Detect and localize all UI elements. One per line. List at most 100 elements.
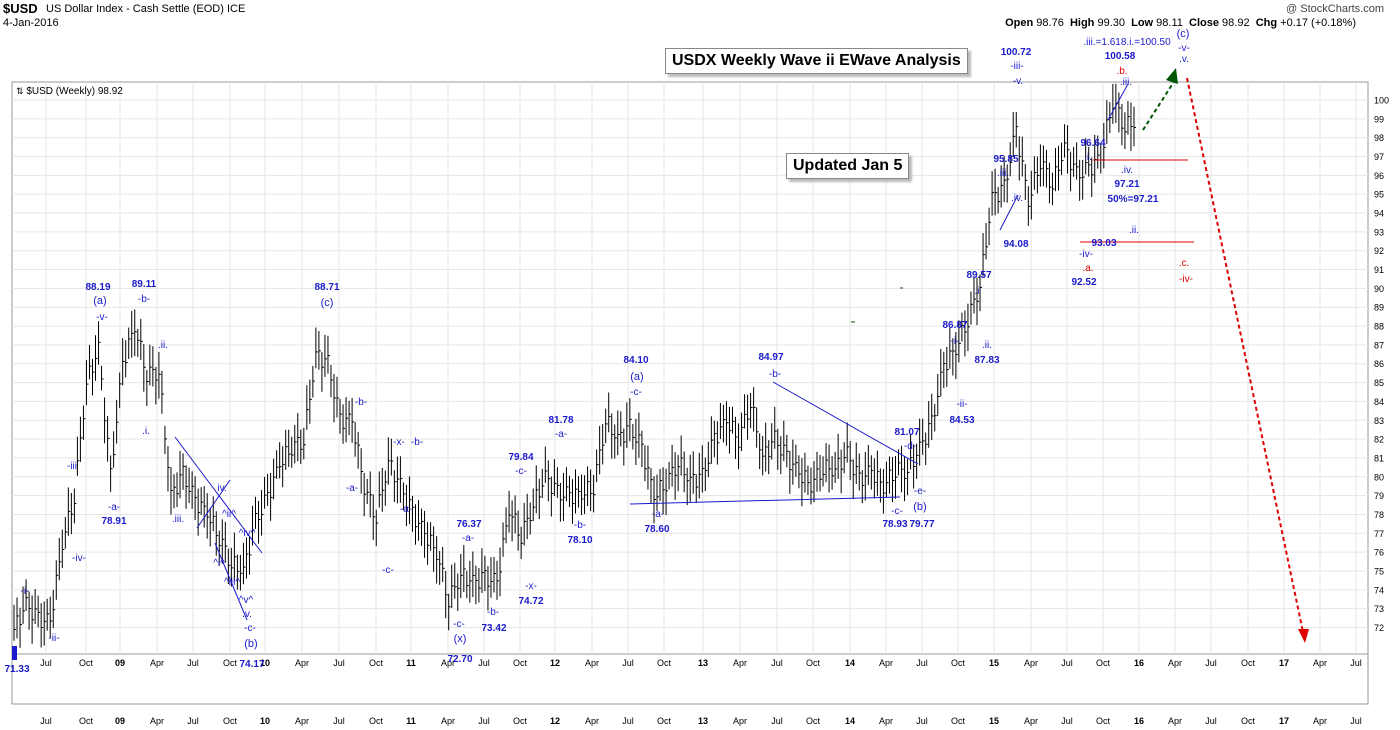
wave-label: 79.84 bbox=[508, 452, 533, 463]
legend: ⇅ $USD (Weekly) 98.92 bbox=[16, 86, 123, 97]
wave-label: 79.77 bbox=[909, 519, 934, 530]
x-tick-label-bottom: 15 bbox=[989, 716, 999, 726]
x-tick-label: Apr bbox=[733, 658, 747, 668]
wave-label: .a. bbox=[1082, 263, 1093, 274]
wave-label: ^iii^ bbox=[224, 577, 240, 588]
x-tick-label: Apr bbox=[1024, 658, 1038, 668]
wave-label: 96.64 bbox=[1080, 138, 1105, 149]
symbol-label: $USD bbox=[3, 1, 38, 16]
ohlc-readout: Open 98.76 High 99.30 Low 98.11 Close 98… bbox=[1005, 17, 1356, 29]
wave-label: 81.78 bbox=[548, 415, 573, 426]
wave-label: 73.42 bbox=[481, 623, 506, 634]
triangle-lower-line bbox=[629, 496, 901, 505]
channel-line bbox=[999, 194, 1019, 231]
wave-label: .ii. bbox=[158, 340, 168, 351]
open-label: Open bbox=[1005, 17, 1034, 29]
wave-label: (c) bbox=[321, 297, 334, 309]
wave-label: 86.87 bbox=[942, 320, 967, 331]
x-tick-label-bottom: Oct bbox=[369, 716, 384, 726]
wave-label: iv. bbox=[217, 483, 226, 494]
wave-label: .iii.=1.618.i.=100.50 bbox=[1083, 37, 1171, 48]
wave-label: .c. bbox=[1179, 258, 1190, 269]
wave-label: (b) bbox=[913, 501, 926, 513]
x-tick-label: Apr bbox=[1168, 658, 1182, 668]
x-tick-label: 17 bbox=[1279, 658, 1289, 668]
wave-label: 87.83 bbox=[974, 355, 999, 366]
x-tick-label-bottom: 09 bbox=[115, 716, 125, 726]
y-tick-label: 98 bbox=[1374, 133, 1384, 143]
legend-text: $USD (Weekly) 98.92 bbox=[26, 86, 123, 97]
x-tick-label-bottom: Jul bbox=[1350, 716, 1362, 726]
x-tick-label-bottom: Oct bbox=[513, 716, 528, 726]
x-tick-label-bottom: Oct bbox=[1241, 716, 1256, 726]
wave-label: 50%=97.21 bbox=[1108, 194, 1159, 205]
watermark: @ StockCharts.com bbox=[1286, 3, 1384, 15]
y-tick-label: 93 bbox=[1374, 227, 1384, 237]
wave-label: -a- bbox=[108, 502, 120, 513]
chg-value: +0.17 (+0.18%) bbox=[1280, 17, 1356, 29]
updated-box: Updated Jan 5 bbox=[786, 153, 910, 179]
y-tick-label: 94 bbox=[1374, 209, 1384, 219]
chart-date: 4-Jan-2016 bbox=[3, 17, 59, 29]
wave-label: 78.91 bbox=[101, 516, 126, 527]
wave-label: 84.10 bbox=[623, 355, 648, 366]
x-tick-label-bottom: Oct bbox=[79, 716, 94, 726]
x-tick-label-bottom: 17 bbox=[1279, 716, 1289, 726]
wave-label: 74.72 bbox=[518, 596, 543, 607]
wave-label: ^v^ bbox=[239, 595, 254, 606]
x-tick-label: Oct bbox=[657, 658, 672, 668]
low-value: 98.11 bbox=[1156, 17, 1183, 29]
x-tick-label-bottom: Jul bbox=[622, 716, 634, 726]
wave-label: 93.03 bbox=[1091, 238, 1116, 249]
y-tick-label: 80 bbox=[1374, 472, 1384, 482]
x-tick-label-bottom: Apr bbox=[733, 716, 747, 726]
wave-label: -iii bbox=[67, 461, 77, 472]
wave-label: 100.58 bbox=[1105, 51, 1136, 62]
x-tick-label: Jul bbox=[622, 658, 634, 668]
y-tick-label: 95 bbox=[1374, 190, 1384, 200]
wave-label: -c- bbox=[453, 619, 465, 630]
x-tick-label-bottom: Jul bbox=[1205, 716, 1217, 726]
wave-label: 71.33 bbox=[4, 664, 29, 675]
wave-label: -ii- bbox=[48, 633, 59, 644]
x-tick-label: 14 bbox=[845, 658, 855, 668]
x-tick-label: Jul bbox=[478, 658, 490, 668]
x-tick-label: Oct bbox=[369, 658, 384, 668]
bull-projection bbox=[1142, 79, 1176, 131]
x-tick-label: Oct bbox=[806, 658, 821, 668]
x-tick-label: Apr bbox=[879, 658, 893, 668]
wave-label: .v. bbox=[1179, 54, 1189, 65]
x-tick-label: Apr bbox=[295, 658, 309, 668]
wave-label: 100.72 bbox=[1001, 47, 1032, 58]
y-tick-label: 84 bbox=[1374, 397, 1384, 407]
wave-label: 88.71 bbox=[314, 282, 339, 293]
x-tick-label-bottom: Jul bbox=[1061, 716, 1073, 726]
y-tick-label: 82 bbox=[1374, 435, 1384, 445]
x-tick-label: 16 bbox=[1134, 658, 1144, 668]
x-tick-label-bottom: 13 bbox=[698, 716, 708, 726]
wave-label: .iii. bbox=[1120, 77, 1132, 88]
x-tick-label-bottom: Apr bbox=[1168, 716, 1182, 726]
x-tick-label-bottom: Oct bbox=[806, 716, 821, 726]
y-tick-label: 81 bbox=[1374, 453, 1384, 463]
y-tick-label: 75 bbox=[1374, 566, 1384, 576]
title-box: USDX Weekly Wave ii EWave Analysis bbox=[665, 48, 968, 74]
wave-label: 88.19 bbox=[85, 282, 110, 293]
x-tick-label: Jul bbox=[40, 658, 52, 668]
x-tick-label: Oct bbox=[1096, 658, 1111, 668]
x-tick-label-bottom: Apr bbox=[585, 716, 599, 726]
wave-label: 89.57 bbox=[966, 270, 991, 281]
x-tick-label: 10 bbox=[260, 658, 270, 668]
wave-label: -b- bbox=[487, 607, 499, 618]
x-tick-label: Apr bbox=[150, 658, 164, 668]
x-tick-label: Apr bbox=[585, 658, 599, 668]
wave-label: -x- bbox=[525, 581, 537, 592]
y-tick-label: 96 bbox=[1374, 171, 1384, 181]
x-tick-label: Oct bbox=[513, 658, 528, 668]
lower-pane bbox=[11, 653, 1369, 705]
x-tick-label-bottom: Oct bbox=[223, 716, 238, 726]
wave-label: .iii. bbox=[172, 514, 184, 525]
wave-label: (a) bbox=[630, 371, 643, 383]
wave-label: ^ii^ bbox=[222, 509, 236, 520]
wave-label: (b) bbox=[244, 638, 257, 650]
